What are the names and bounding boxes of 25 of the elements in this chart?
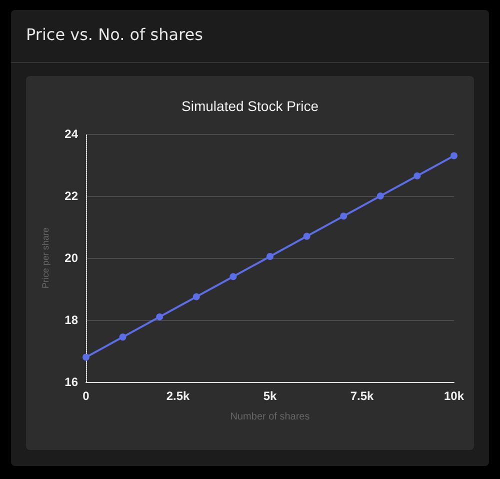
point — [450, 152, 458, 160]
point — [192, 293, 200, 300]
y-tick-label: 24 — [64, 127, 78, 141]
y-tick-label: 18 — [64, 313, 78, 327]
chart-title: Price vs. No. of shares — [11, 10, 489, 63]
point — [376, 192, 384, 200]
x-tick-label: 2.5k — [166, 389, 190, 403]
x-tick-label: 10k — [444, 389, 464, 403]
x-tick-label: 5k — [263, 389, 277, 403]
point — [303, 232, 310, 240]
point — [156, 313, 164, 320]
y-axis-title: Price per share — [40, 227, 50, 289]
point — [340, 212, 348, 220]
y-tick-label: 16 — [64, 375, 78, 389]
y-tick-label: 20 — [64, 251, 78, 265]
point — [266, 252, 274, 260]
point — [414, 172, 421, 180]
x-axis-title: Number of shares — [230, 412, 310, 422]
point — [230, 273, 237, 280]
point — [82, 354, 90, 361]
chart-subtitle: Simulated Stock Price — [182, 98, 319, 114]
point — [119, 334, 126, 341]
x-tick-label: 0 — [82, 389, 90, 403]
y-tick-label: 22 — [64, 189, 78, 203]
x-tick-label: 7.5k — [350, 389, 374, 403]
